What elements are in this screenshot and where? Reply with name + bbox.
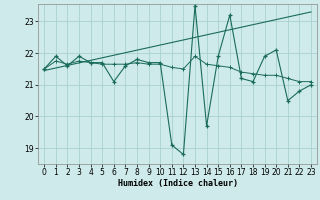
X-axis label: Humidex (Indice chaleur): Humidex (Indice chaleur) [118,179,238,188]
